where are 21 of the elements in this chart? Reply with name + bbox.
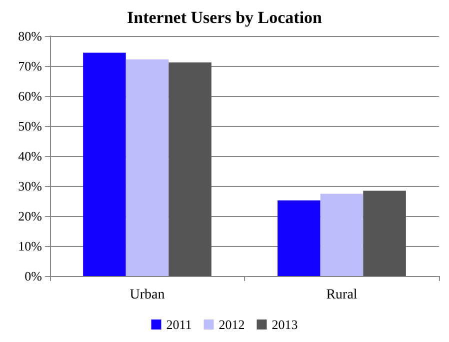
y-tick-label: 20%	[18, 208, 42, 224]
y-tick-label: 60%	[18, 88, 42, 104]
y-tick-label: 10%	[18, 238, 42, 254]
y-tick-label: 80%	[18, 28, 42, 44]
x-tick-label: Rural	[326, 288, 358, 302]
y-tick-label: 70%	[18, 58, 42, 74]
y-tick-label: 40%	[18, 148, 42, 164]
legend-label: 2013	[272, 317, 298, 332]
bar	[363, 190, 406, 276]
y-tick-label: 30%	[18, 178, 42, 194]
bar	[320, 194, 364, 276]
y-tick-label: 50%	[18, 118, 42, 134]
legend-label: 2011	[166, 317, 192, 332]
legend-label: 2012	[218, 317, 245, 332]
bar	[278, 200, 320, 276]
bar	[168, 62, 212, 276]
chart-title: Internet Users by Location	[126, 8, 323, 27]
y-tick-label: 0%	[24, 268, 42, 284]
bar	[83, 52, 126, 276]
bar	[126, 59, 169, 276]
x-tick-label: Urban	[130, 288, 165, 302]
